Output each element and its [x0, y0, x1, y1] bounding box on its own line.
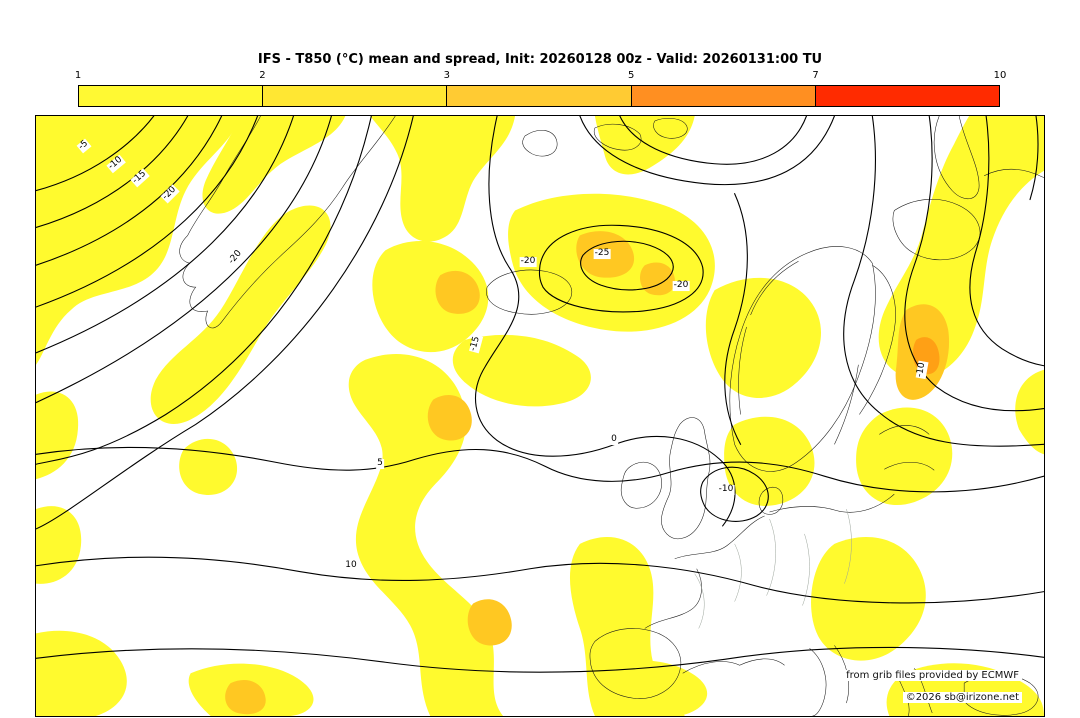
colorbar-segment-3-5	[447, 86, 632, 106]
colorbar-tick: 10	[993, 70, 1007, 81]
colorbar-tick: 2	[259, 70, 266, 81]
colorbar-segment-7-10	[815, 86, 1000, 106]
colorbar-ticks: 1 2 3 5 7 10	[74, 70, 1007, 84]
spread-low-layer	[36, 116, 1044, 716]
colorbar-tick: 7	[812, 70, 819, 81]
colorbar-segment-2-3	[263, 86, 448, 106]
credit-copyright: ©2026 sb@irizone.net	[902, 692, 1022, 703]
colorbar-segment-1-2	[79, 86, 264, 106]
colorbar-tick: 3	[443, 70, 450, 81]
colorbar-tick: 1	[74, 70, 82, 81]
credit-source: from grib files provided by ECMWF	[843, 670, 1022, 681]
colorbar-segment-5-7	[631, 86, 816, 106]
colorbar-tick: 5	[628, 70, 635, 81]
page-title: IFS - T850 (°C) mean and spread, Init: 2…	[257, 52, 823, 67]
weather-map: -5 -10 -15 -20 -20 -15 -20 -25 -20 -10 -10 0 5 10 fro…	[35, 115, 1045, 717]
map-canvas	[36, 116, 1044, 716]
colorbar-segments	[78, 85, 1000, 107]
